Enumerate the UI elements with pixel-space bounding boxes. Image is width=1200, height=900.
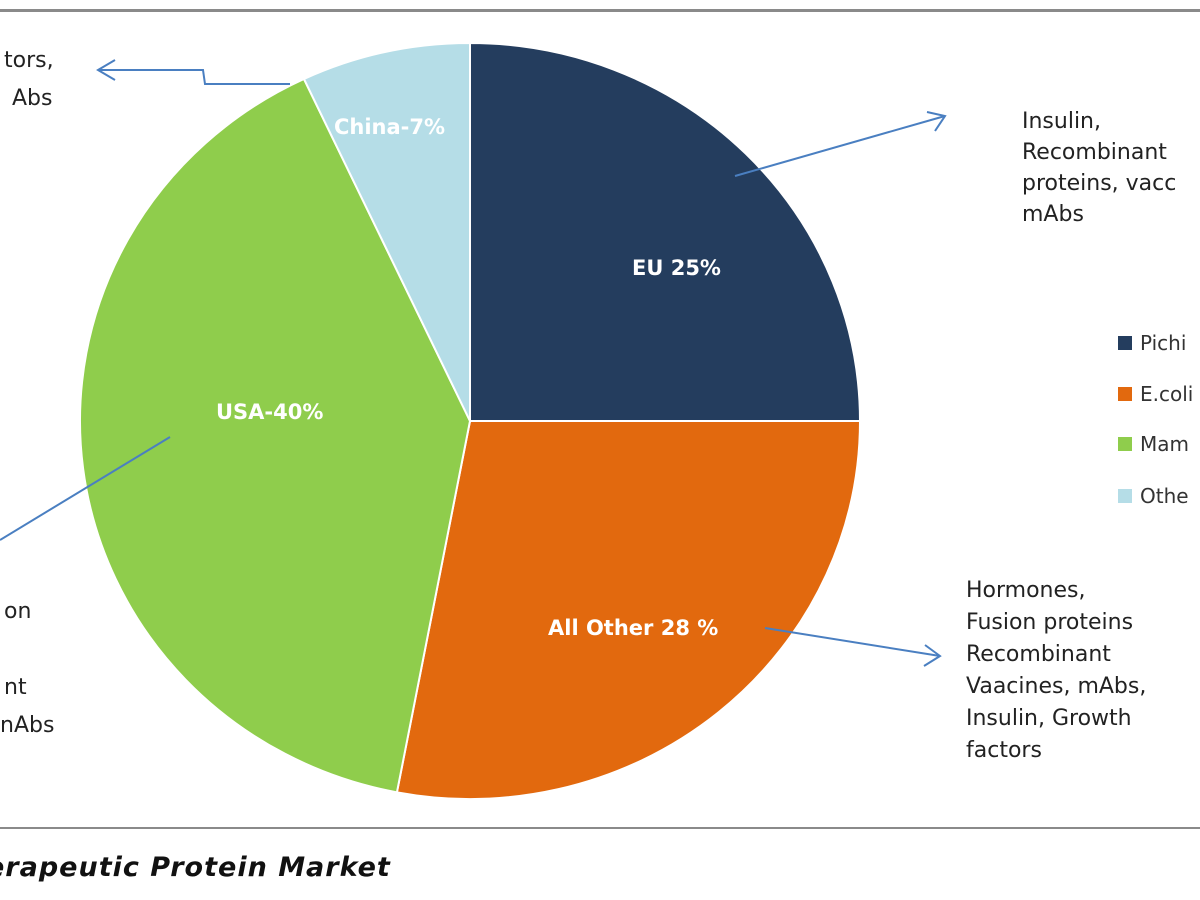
bottom-rule [0,827,1200,829]
arrow-china [98,69,290,85]
legend-swatch [1118,437,1132,451]
legend-item-ecoli: E.coli [1118,382,1193,406]
pie-slice-2 [78,77,472,794]
legend-swatch [1118,489,1132,503]
slice-label-all-other: All Other 28 % [548,616,719,640]
pie-slice-0 [469,41,862,422]
annotation-china: tors, Abs [4,42,54,118]
top-rule [0,9,1200,12]
legend-label: Mam [1140,432,1189,456]
annotation-line [0,631,54,669]
annotation-line: Recombinant [966,642,1111,667]
annotation-line: factors [966,738,1042,763]
arrowhead-all-other [923,644,942,667]
legend-swatch [1118,387,1132,401]
annotation-all-other: Hormones, Fusion proteins Recombinant Va… [966,575,1146,767]
arrow-all-other [764,627,941,657]
annotation-usa: on nt nAbs [0,593,54,745]
chart-caption: erapeutic Protein Market [0,852,391,883]
annotation-line: tors, [4,48,54,73]
annotation-line: Fusion proteins [966,610,1134,635]
pie-slice-3 [302,41,471,422]
slice-label-usa: USA-40% [216,400,324,424]
slice-label-eu: EU 25% [632,256,721,280]
annotation-line: mAbs [1022,202,1084,227]
arrow-eu [734,115,946,177]
annotation-line: nt [4,675,27,700]
annotation-line: Hormones, [966,578,1086,603]
legend-label: Pichi [1140,331,1187,355]
annotation-line: Recombinant [1022,140,1167,165]
legend-label: E.coli [1140,382,1194,406]
annotation-line: Insulin, [1022,109,1101,134]
legend-swatch [1118,336,1132,350]
annotation-line: on [4,599,32,624]
slice-label-china: China-7% [334,115,446,139]
annotation-line: proteins, vacc [1022,171,1177,196]
arrow-usa [0,436,171,541]
annotation-line: Vaacines, mAbs, [966,674,1147,699]
legend-item-mammalian: Mam [1118,432,1189,456]
arrowhead-eu [926,111,947,132]
legend-label: Othe [1140,484,1189,508]
annotation-line: Abs [12,86,53,111]
annotation-line: nAbs [0,713,55,738]
arrowhead-china [96,59,116,81]
legend-item-others: Othe [1118,484,1189,508]
annotation-eu: Insulin, Recombinant proteins, vacc mAbs [1022,106,1176,230]
pie-slice-1 [395,420,862,800]
annotation-line: Insulin, Growth [966,706,1132,731]
legend-item-pichia: Pichi [1118,331,1186,355]
